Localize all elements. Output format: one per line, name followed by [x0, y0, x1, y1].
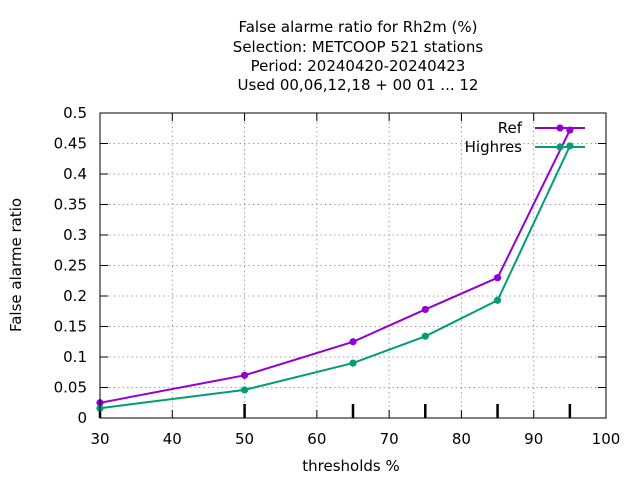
x-tick-label: 60: [307, 430, 326, 448]
plot-frame: [99, 112, 607, 419]
title-line-4: Used 00,06,12,18 + 00 01 ... 12: [238, 76, 479, 94]
x-tick-label: 100: [592, 430, 621, 448]
y-tick-label: 0.5: [63, 104, 87, 122]
y-tick-label: 0.45: [54, 135, 87, 153]
y-tick-label: 0.25: [54, 257, 87, 275]
data-point: [349, 359, 357, 367]
legend-marker: [556, 143, 564, 151]
y-tick-label: 0.15: [54, 318, 87, 336]
data-point: [566, 142, 574, 150]
data-point: [493, 274, 502, 282]
data-point: [349, 338, 357, 346]
data-point: [421, 332, 429, 340]
data-point: [240, 386, 249, 394]
y-tick-label: 0.2: [63, 287, 87, 305]
y-tick-label: 0.35: [54, 196, 87, 214]
chart-title: False alarme ratio for Rh2m (%) Selectio…: [233, 18, 484, 94]
data-point: [240, 371, 249, 379]
title-line-2: Selection: METCOOP 521 stations: [233, 38, 484, 56]
series-layer: [96, 126, 574, 412]
series-line: [99, 145, 571, 410]
grid: [100, 113, 606, 418]
y-tick-label: 0: [77, 409, 87, 427]
data-point: [493, 296, 502, 304]
legend-item: Ref: [498, 119, 585, 137]
x-tick-label: 80: [452, 430, 471, 448]
legend-label: Ref: [498, 119, 523, 137]
axis-ticks: 0 0.05 0.1 0.15 0.2 0.25 0.3 0.35 0.4 0.45 0.5 30 40…: [54, 104, 621, 448]
y-tick-label: 0.05: [54, 379, 87, 397]
y-tick-label: 0.4: [63, 165, 87, 183]
y-tick-label: 0.1: [63, 348, 87, 366]
x-tick-label: 40: [163, 430, 182, 448]
legend-item: Highres: [465, 138, 585, 156]
series-ref: [96, 126, 574, 407]
x-tick-label: 70: [380, 430, 399, 448]
y-axis-label: False alarme ratio: [7, 198, 25, 332]
legend-label: Highres: [465, 138, 523, 156]
series-highres: [96, 142, 574, 412]
x-tick-label: 50: [235, 430, 254, 448]
y-tick-label: 0.3: [63, 226, 87, 244]
title-line-1: False alarme ratio for Rh2m (%): [238, 18, 477, 36]
x-tick-label: 30: [90, 430, 109, 448]
legend-marker: [556, 124, 564, 132]
x-axis-label: thresholds %: [302, 457, 399, 475]
x-tick-label: 90: [524, 430, 543, 448]
data-point: [421, 305, 429, 314]
title-line-3: Period: 20240420-20240423: [251, 57, 466, 75]
series-line: [99, 129, 571, 404]
